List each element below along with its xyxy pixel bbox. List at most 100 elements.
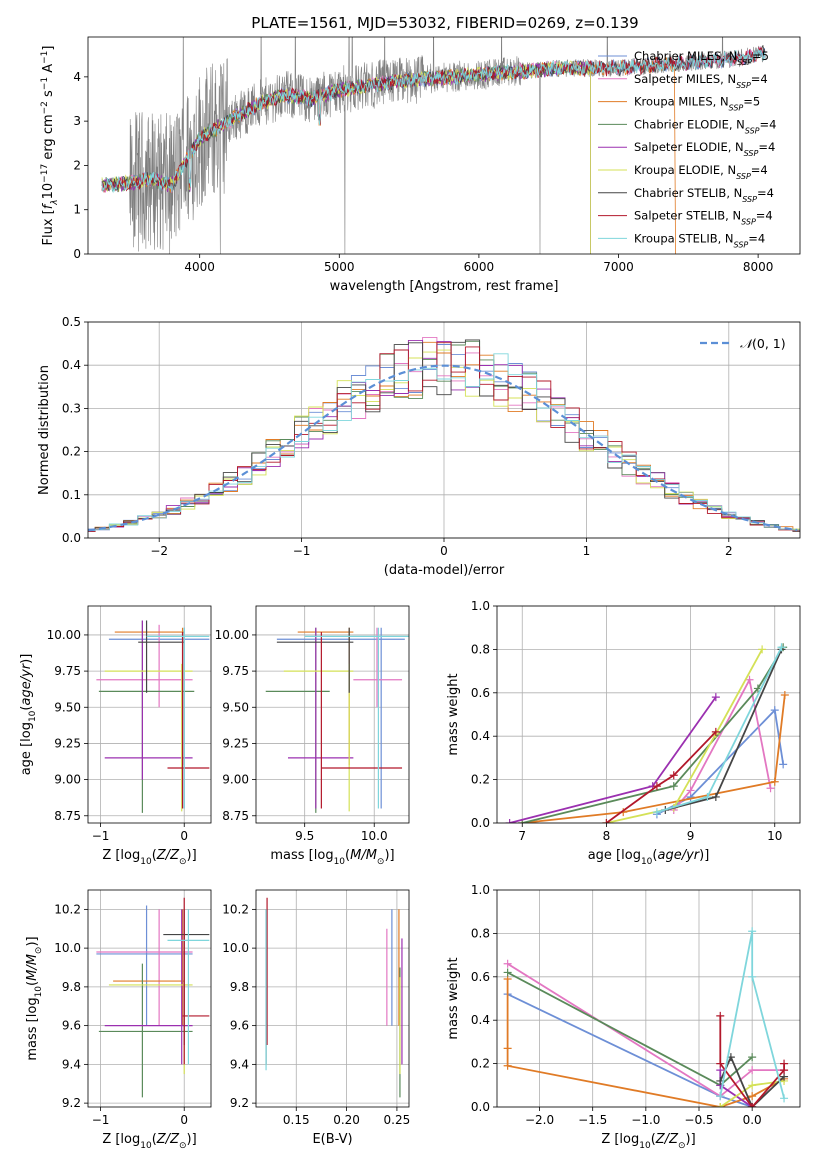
weight-vs-age-xtick-label: 7 xyxy=(518,829,526,843)
age-vs-Z-xtick-label: 0 xyxy=(180,829,188,843)
age-vs-Z-xlabel: Z [log10(Z/Z⊙)] xyxy=(102,848,196,867)
spectrum-ytick-label: 1 xyxy=(73,203,81,217)
mass-vs-ebv-ytick-label: 10.0 xyxy=(222,941,249,955)
mass-vs-Z-xtick-label: 0 xyxy=(180,1113,188,1127)
weight-vs-Z-series-kroupa-miles xyxy=(506,979,785,1107)
weight-vs-age-series-salpeter-miles-marker xyxy=(686,786,695,795)
legend-label: Kroupa STELIB, NSSP=4 xyxy=(634,231,765,249)
weight-vs-age-series-salpeter-stelib-marker xyxy=(711,727,720,736)
weight-vs-age-axes: 7 8 9 10 0.0 0.2 0.4 0.6 0.8 1.0 age [log10(age/yr… xyxy=(446,599,801,867)
weight-vs-age-series-kroupa-stelib-marker xyxy=(652,808,661,817)
age-vs-mass-xtick-label: 9.5 xyxy=(295,829,314,843)
age-vs-mass-xtick-label: 10.0 xyxy=(361,829,388,843)
mass-vs-Z-ytick-label: 9.4 xyxy=(62,1057,81,1071)
weight-vs-age-plot-area xyxy=(505,643,789,823)
spectrum-ytick-label: 0 xyxy=(73,247,81,261)
spectrum-xtick-label: 6000 xyxy=(464,260,495,274)
mass-vs-Z-axes: −1 0 9.2 9.4 9.6 9.8 10.0 10.2 Z [log10(Z/Z⊙)] ma… xyxy=(25,889,212,1151)
age-vs-mass-axes: 9.5 10.0 8.75 9.00 9.25 9.50 9.75 10.00 mass [lo… xyxy=(215,605,410,867)
spectrum-xtick-label: 4000 xyxy=(184,260,215,274)
weight-vs-Z-series-salpeter-stelib-marker xyxy=(716,1059,725,1068)
weight-vs-Z-ytick-label: 1.0 xyxy=(471,883,490,897)
weight-vs-age-series-salpeter-stelib xyxy=(605,731,717,823)
mass-vs-Z-ytick-label: 9.8 xyxy=(62,980,81,994)
residuals-ytick-label: 0.3 xyxy=(62,401,81,415)
legend-label: Salpeter MILES, NSSP=4 xyxy=(634,72,768,90)
spectrum-xtick-label: 8000 xyxy=(743,260,774,274)
weight-vs-age-series-kroupa-elodie xyxy=(606,648,763,823)
spectrum-legend: Chabrier MILES, NSSP=5 Salpeter MILES, NS… xyxy=(598,49,776,249)
weight-vs-age-ylabel: mass weight xyxy=(446,673,461,755)
age-vs-Z-ytick-label: 9.00 xyxy=(54,773,81,787)
weight-vs-Z-series-kroupa-stelib xyxy=(719,931,785,1099)
histogram-chabrier-elodie xyxy=(88,340,800,531)
residuals-ytick-label: 0.0 xyxy=(62,531,81,545)
residuals-ytick-label: 0.1 xyxy=(62,488,81,502)
age-vs-Z-ytick-label: 8.75 xyxy=(54,809,81,823)
model-spectrum-kroupa-stelib xyxy=(101,48,766,194)
weight-vs-age-ytick-label: 0.6 xyxy=(471,686,490,700)
weight-vs-Z-series-kroupa-stelib-marker xyxy=(780,1094,789,1103)
mass-vs-Z-xlabel: Z [log10(Z/Z⊙)] xyxy=(102,1132,196,1151)
weight-vs-age-xtick-label: 10 xyxy=(767,829,782,843)
mass-vs-Z-ytick-label: 10.0 xyxy=(54,941,81,955)
histogram-salpeter-stelib xyxy=(88,342,800,532)
residuals-xtick-label: 2 xyxy=(725,544,733,558)
age-vs-Z-ytick-label: 9.50 xyxy=(54,700,81,714)
weight-vs-Z-xtick-label: −2.0 xyxy=(525,1113,554,1127)
age-vs-Z-ytick-label: 9.75 xyxy=(54,664,81,678)
residuals-xtick-label: 0 xyxy=(440,544,448,558)
weight-vs-Z-ytick-label: 0.2 xyxy=(471,1057,490,1071)
mass-vs-ebv-frame xyxy=(255,889,410,1108)
residuals-ytick-label: 0.2 xyxy=(62,445,81,459)
mass-vs-ebv-xtick-label: 0.20 xyxy=(333,1113,360,1127)
mass-vs-Z-ylabel: mass [log10(M/M⊙)] xyxy=(25,936,44,1060)
weight-vs-Z-series-salpeter-miles xyxy=(507,963,785,1098)
age-vs-Z-xtick-label: −1 xyxy=(92,829,110,843)
residuals-xlabel: (data-model)/error xyxy=(384,563,505,578)
age-vs-mass-ytick-label: 9.00 xyxy=(222,773,249,787)
weight-vs-age-ytick-label: 1.0 xyxy=(471,599,490,613)
weight-vs-age-series-salpeter-elodie-marker xyxy=(505,819,514,823)
mass-vs-ebv-plot-area xyxy=(265,897,403,1098)
weight-vs-age-series-kroupa-stelib-marker xyxy=(777,643,786,652)
weight-vs-age-series-kroupa-elodie-marker xyxy=(758,645,767,654)
mass-vs-ebv-xlabel: E(B-V) xyxy=(312,1132,352,1147)
legend-label: Salpeter STELIB, NSSP=4 xyxy=(634,209,773,227)
spectrum-ytick-label: 4 xyxy=(73,70,81,84)
weight-vs-age-xtick-label: 8 xyxy=(603,829,611,843)
weight-vs-age-ytick-label: 0.0 xyxy=(471,816,490,830)
weight-vs-Z-series-kroupa-miles-marker xyxy=(503,1061,512,1070)
legend-label: Salpeter ELODIE, NSSP=4 xyxy=(634,140,775,158)
weight-vs-age-ytick-label: 0.2 xyxy=(471,773,490,787)
weight-vs-Z-series-kroupa-stelib-marker xyxy=(716,1092,725,1101)
spectrum-frame xyxy=(87,36,801,255)
weight-vs-Z-series-salpeter-stelib-marker xyxy=(716,1011,725,1020)
weight-vs-Z-ytick-label: 0.4 xyxy=(471,1013,490,1027)
legend-label: Chabrier STELIB, NSSP=4 xyxy=(634,186,774,204)
weight-vs-Z-xlabel: Z [log10(Z/Z⊙)] xyxy=(601,1132,695,1151)
weight-vs-age-series-chabrier-miles-marker xyxy=(779,760,788,769)
histogram-chabrier-miles xyxy=(88,344,800,532)
legend-label: Kroupa ELODIE, NSSP=4 xyxy=(634,163,768,181)
weight-vs-Z-series-kroupa-miles-marker xyxy=(748,1092,757,1101)
model-spectrum-chabrier-stelib xyxy=(101,45,766,193)
age-vs-mass-ytick-label: 8.75 xyxy=(222,809,249,823)
weight-vs-age-xtick-label: 9 xyxy=(687,829,695,843)
weight-vs-age-series-kroupa-miles-marker xyxy=(780,690,789,699)
age-vs-mass-ytick-label: 9.50 xyxy=(222,700,249,714)
weight-vs-age-xlabel: age [log10(age/yr)] xyxy=(588,848,710,867)
weight-vs-age-series-chabrier-miles-marker xyxy=(770,706,779,715)
mass-vs-Z-frame xyxy=(87,889,212,1108)
residuals-plot-area xyxy=(88,336,800,533)
weight-vs-age-series-kroupa-stelib-marker xyxy=(703,792,712,801)
mass-vs-Z-plot-area xyxy=(96,897,210,1098)
legend-label: Chabrier ELODIE, NSSP=4 xyxy=(634,117,776,135)
mass-vs-ebv-ytick-label: 9.4 xyxy=(230,1057,249,1071)
weight-vs-age-series-salpeter-miles-marker xyxy=(766,784,775,793)
age-vs-mass-ytick-label: 9.75 xyxy=(222,664,249,678)
weight-vs-age-series-kroupa-miles xyxy=(522,694,786,823)
spectrum-xlabel: wavelength [Angstrom, rest frame] xyxy=(330,279,559,294)
age-vs-Z-ytick-label: 9.25 xyxy=(54,736,81,750)
